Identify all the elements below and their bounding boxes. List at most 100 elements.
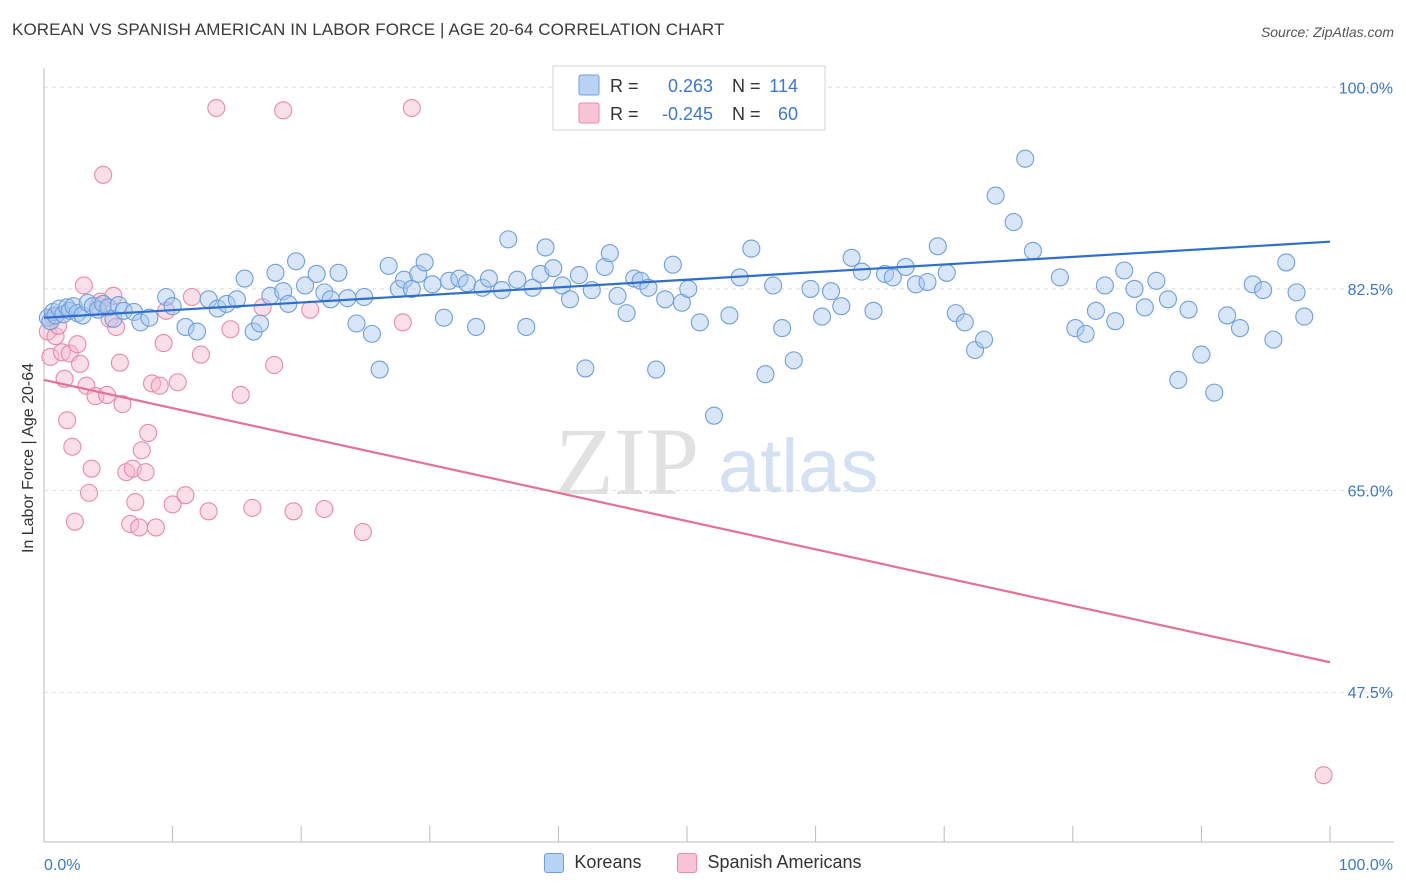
spanish-american-point-54[interactable]: [301, 300, 320, 319]
korean-point-101[interactable]: [852, 262, 871, 281]
spanish-american-point-48[interactable]: [231, 385, 250, 404]
korean-point-22[interactable]: [157, 287, 176, 307]
korean-point-88[interactable]: [704, 406, 724, 425]
korean-point-73[interactable]: [576, 359, 595, 378]
spanish-american-point-36[interactable]: [146, 518, 165, 537]
korean-point-83[interactable]: [656, 290, 675, 309]
korean-point-44[interactable]: [347, 314, 366, 333]
spanish-american-point-31[interactable]: [130, 518, 149, 537]
korean-point-132[interactable]: [1205, 383, 1224, 402]
korean-point-84[interactable]: [663, 255, 682, 274]
korean-point-99[interactable]: [832, 297, 851, 316]
spanish-american-point-45[interactable]: [199, 502, 218, 521]
spanish-american-point-43[interactable]: [182, 287, 201, 307]
korean-point-25[interactable]: [187, 322, 207, 341]
korean-point-112[interactable]: [966, 340, 985, 360]
korean-point-37[interactable]: [287, 252, 306, 271]
korean-point-134[interactable]: [1230, 319, 1250, 338]
korean-point-55[interactable]: [434, 308, 453, 327]
korean-point-92[interactable]: [756, 365, 775, 384]
spanish-american-point-5[interactable]: [52, 343, 72, 362]
korean-point-70[interactable]: [553, 276, 572, 295]
korean-point-38[interactable]: [296, 276, 315, 295]
legend-item-spanish-americans[interactable]: Spanish Americans: [677, 852, 862, 873]
spanish-american-point-28[interactable]: [121, 514, 140, 534]
korean-point-114[interactable]: [986, 186, 1005, 205]
spanish-american-point-12[interactable]: [70, 354, 90, 373]
korean-point-91[interactable]: [742, 239, 761, 258]
spanish-american-point-33[interactable]: [136, 463, 155, 482]
korean-point-14[interactable]: [94, 294, 113, 313]
spanish-american-point-16[interactable]: [82, 459, 101, 478]
korean-point-32[interactable]: [250, 314, 270, 333]
spanish-american-point-53[interactable]: [284, 502, 303, 521]
korean-point-115[interactable]: [1004, 213, 1023, 232]
spanish-american-point-15[interactable]: [79, 483, 99, 502]
spanish-american-point-26[interactable]: [113, 395, 132, 414]
korean-point-100[interactable]: [842, 248, 861, 267]
spanish-american-point-11[interactable]: [68, 335, 87, 354]
spanish-american-point-37[interactable]: [150, 376, 169, 395]
legend-item-koreans[interactable]: Koreans: [544, 852, 641, 873]
korean-point-129[interactable]: [1169, 370, 1188, 390]
spanish-american-point-40[interactable]: [163, 495, 182, 514]
spanish-american-point-34[interactable]: [139, 423, 158, 443]
korean-point-61[interactable]: [479, 269, 499, 288]
korean-point-117[interactable]: [1023, 241, 1042, 260]
spanish-american-point-7[interactable]: [58, 411, 77, 430]
korean-point-140[interactable]: [1295, 307, 1314, 326]
korean-point-139[interactable]: [1287, 283, 1306, 302]
korean-point-81[interactable]: [639, 278, 658, 297]
korean-point-116[interactable]: [1016, 149, 1035, 168]
korean-point-135[interactable]: [1243, 275, 1262, 294]
spanish-american-point-32[interactable]: [132, 441, 151, 460]
korean-point-95[interactable]: [784, 351, 803, 370]
korean-point-93[interactable]: [764, 276, 783, 295]
korean-point-127[interactable]: [1147, 271, 1166, 290]
spanish-american-point-52[interactable]: [274, 101, 293, 120]
korean-point-30[interactable]: [235, 269, 254, 288]
korean-point-76[interactable]: [600, 244, 619, 263]
spanish-american-point-1[interactable]: [41, 347, 60, 366]
korean-point-54[interactable]: [423, 275, 442, 294]
korean-point-120[interactable]: [1076, 324, 1095, 343]
spanish-american-point-9[interactable]: [63, 437, 82, 456]
korean-point-122[interactable]: [1095, 276, 1114, 295]
korean-point-102[interactable]: [864, 301, 883, 320]
korean-point-89[interactable]: [720, 306, 739, 325]
spanish-american-point-13[interactable]: [74, 276, 93, 295]
korean-point-125[interactable]: [1125, 279, 1144, 298]
spanish-american-point-59[interactable]: [1314, 766, 1333, 785]
korean-point-77[interactable]: [608, 286, 627, 305]
korean-point-121[interactable]: [1086, 301, 1105, 320]
korean-point-59[interactable]: [467, 317, 486, 336]
korean-point-64[interactable]: [508, 270, 527, 289]
spanish-american-point-25[interactable]: [110, 353, 129, 372]
korean-point-111[interactable]: [955, 313, 974, 332]
korean-point-43[interactable]: [338, 289, 357, 308]
korean-point-118[interactable]: [1050, 268, 1069, 287]
korean-point-128[interactable]: [1158, 290, 1178, 309]
korean-point-47[interactable]: [370, 360, 389, 379]
korean-point-87[interactable]: [690, 313, 709, 332]
korean-point-71[interactable]: [560, 290, 580, 309]
spanish-american-point-58[interactable]: [402, 98, 421, 118]
korean-point-82[interactable]: [647, 360, 666, 379]
korean-point-65[interactable]: [517, 317, 536, 336]
spanish-american-point-55[interactable]: [315, 499, 334, 519]
spanish-american-point-57[interactable]: [393, 313, 412, 332]
korean-point-69[interactable]: [544, 259, 563, 278]
korean-point-23[interactable]: [163, 297, 182, 316]
korean-point-86[interactable]: [679, 279, 698, 298]
korean-point-41[interactable]: [321, 290, 340, 309]
korean-point-97[interactable]: [812, 307, 832, 326]
korean-point-20[interactable]: [131, 313, 150, 332]
korean-point-42[interactable]: [329, 263, 348, 282]
korean-point-11[interactable]: [78, 293, 97, 312]
korean-point-68[interactable]: [536, 238, 555, 257]
korean-point-119[interactable]: [1066, 319, 1085, 338]
korean-point-124[interactable]: [1115, 261, 1134, 280]
spanish-american-point-10[interactable]: [65, 512, 84, 531]
korean-point-78[interactable]: [617, 304, 636, 323]
korean-point-58[interactable]: [458, 274, 477, 293]
